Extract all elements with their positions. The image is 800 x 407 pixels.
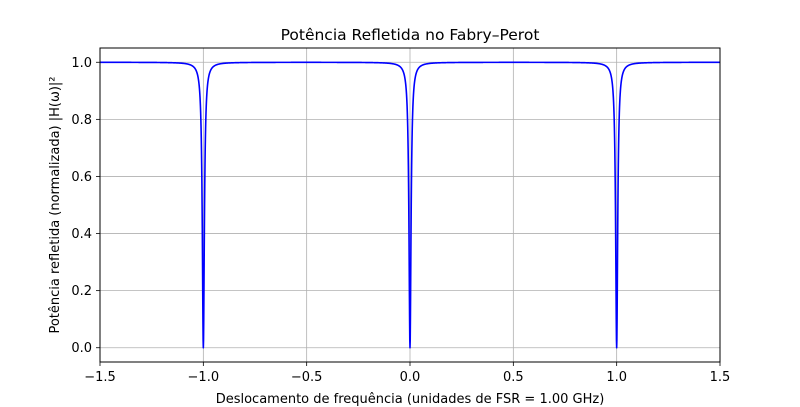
x-tick-label: −0.5 bbox=[291, 370, 323, 385]
x-axis-ticks: −1.5 −1.0 −0.5 0.0 0.5 1.0 1.5 bbox=[84, 362, 730, 385]
y-axis-label: Potência refletida (normalizada) |H(ω)|² bbox=[48, 76, 63, 333]
x-tick-label: 1.0 bbox=[606, 370, 627, 385]
x-tick-label: 1.5 bbox=[710, 370, 731, 385]
y-tick-label: 0.8 bbox=[71, 113, 92, 128]
y-tick-label: 1.0 bbox=[71, 56, 92, 71]
y-tick-label: 0.4 bbox=[71, 227, 92, 242]
chart-title: Potência Refletida no Fabry–Perot bbox=[281, 26, 540, 44]
reflected-power-line bbox=[99, 61, 721, 349]
x-tick-label: 0.5 bbox=[503, 370, 524, 385]
y-tick-label: 0.2 bbox=[71, 284, 92, 299]
x-axis-label: Deslocamento de frequência (unidades de … bbox=[216, 392, 605, 407]
y-tick-label: 0.6 bbox=[71, 170, 92, 185]
y-tick-label: 0.0 bbox=[71, 341, 92, 356]
x-tick-label: 0.0 bbox=[400, 370, 421, 385]
x-tick-label: −1.5 bbox=[84, 370, 116, 385]
y-axis-ticks: 0.0 0.2 0.4 0.6 0.8 1.0 bbox=[71, 56, 100, 356]
x-tick-label: −1.0 bbox=[188, 370, 220, 385]
plot-area bbox=[99, 61, 721, 349]
